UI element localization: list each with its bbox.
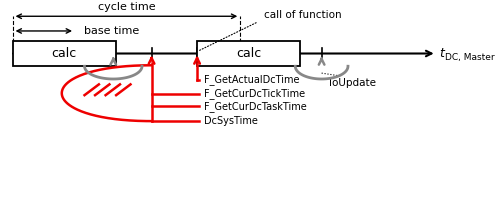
Text: calc: calc — [235, 47, 261, 60]
Text: base time: base time — [83, 26, 139, 36]
Text: DcSysTime: DcSysTime — [204, 116, 258, 126]
Bar — [13, 41, 115, 66]
Text: F_GetCurDcTaskTime: F_GetCurDcTaskTime — [204, 101, 307, 112]
Text: DC, Master: DC, Master — [444, 53, 494, 62]
Text: IoUpdate: IoUpdate — [328, 78, 375, 88]
Text: F_GetCurDcTickTime: F_GetCurDcTickTime — [204, 88, 305, 99]
Text: cycle time: cycle time — [97, 2, 155, 12]
Bar — [197, 41, 300, 66]
Text: call of function: call of function — [264, 10, 341, 20]
Text: $t$: $t$ — [438, 46, 445, 60]
Text: calc: calc — [52, 47, 77, 60]
Text: F_GetActualDcTime: F_GetActualDcTime — [204, 74, 299, 85]
